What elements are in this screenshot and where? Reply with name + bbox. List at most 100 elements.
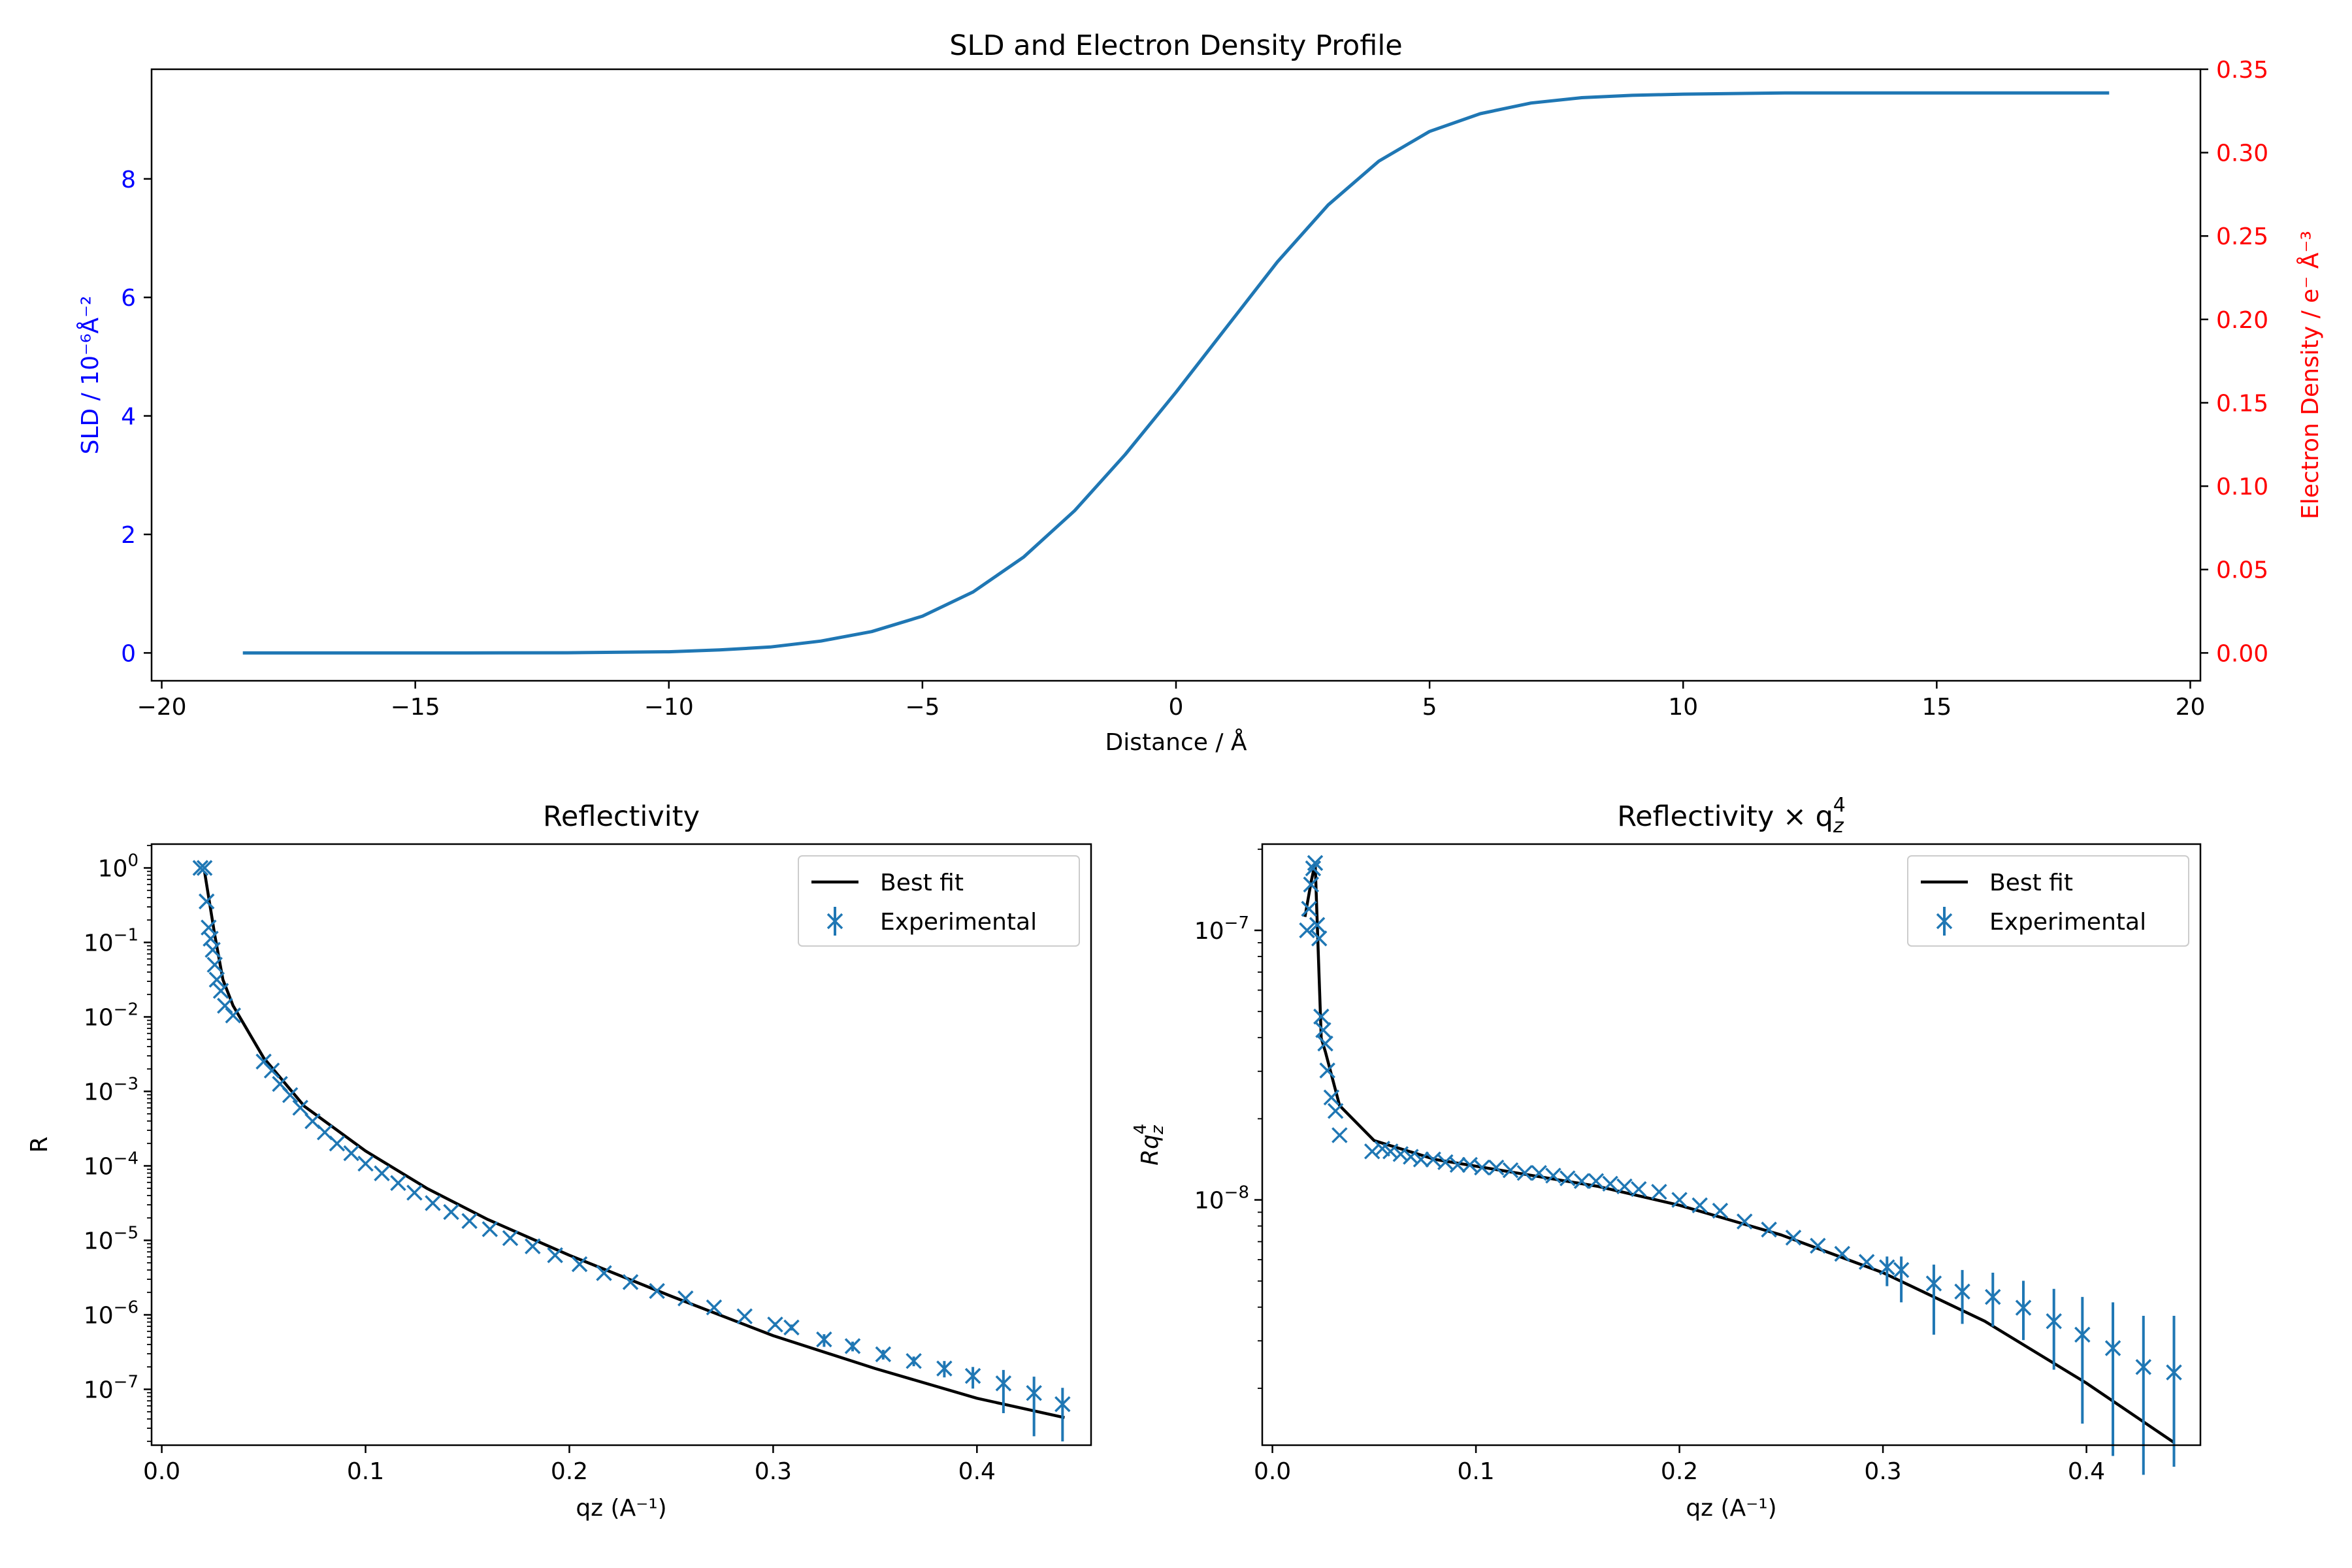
data-point [525, 1238, 541, 1254]
data-point [706, 1299, 723, 1316]
y-right-tick-label: 0.15 [2216, 390, 2268, 417]
y-tick-label: 10−8 [1194, 1183, 1249, 1215]
data-point [357, 1155, 374, 1172]
x-tick-label: 0.1 [1457, 1458, 1494, 1485]
y-tick-label: 10−6 [84, 1298, 139, 1329]
data-point [1985, 1288, 2001, 1305]
data-point [1516, 1165, 1533, 1181]
data-point [1925, 1275, 1942, 1292]
y-right-tick-label: 0.00 [2216, 640, 2268, 667]
data-point [1474, 1159, 1490, 1176]
x-tick-label: 0.4 [958, 1458, 996, 1485]
sld-curve [242, 91, 2110, 655]
data-point [196, 860, 213, 876]
data-point [343, 1145, 359, 1162]
x-tick-label: 0.2 [1661, 1458, 1698, 1485]
data-point [1364, 1143, 1380, 1160]
x-tick-label: 20 [2176, 694, 2206, 721]
data-point [1810, 1237, 1826, 1254]
data-point [995, 1375, 1012, 1392]
y-axis-label: Rqz4 [1131, 1124, 1168, 1166]
data-point [1311, 930, 1328, 947]
y-right-tick-label: 0.30 [2216, 140, 2268, 167]
data-point [2015, 1299, 2032, 1316]
data-point [329, 1135, 346, 1152]
data-point [1785, 1230, 1802, 1246]
chart-title: Reflectivity [543, 800, 700, 833]
data-point [1671, 1192, 1688, 1208]
x-tick-label: 0.2 [551, 1458, 588, 1485]
legend-box [798, 855, 1080, 947]
data-point [482, 1221, 498, 1237]
data-point [374, 1165, 390, 1182]
data-point [816, 1331, 832, 1348]
x-tick-label: −20 [137, 694, 187, 721]
data-point [844, 1338, 861, 1354]
data-point [736, 1308, 753, 1325]
data-point [1307, 855, 1324, 872]
legend-data-marker [826, 913, 843, 930]
data-point [1309, 917, 1326, 934]
data-point [678, 1290, 694, 1307]
data-point [1462, 1156, 1478, 1173]
data-point [1651, 1183, 1667, 1200]
y-axis-label: R [26, 1136, 53, 1152]
data-point [1403, 1149, 1419, 1165]
data-point [2166, 1364, 2182, 1380]
data-point [1737, 1213, 1753, 1230]
data-point [443, 1203, 459, 1220]
data-point [875, 1346, 892, 1363]
x-tick-label: −5 [905, 694, 939, 721]
data-point [292, 1100, 308, 1116]
data-point [204, 941, 221, 958]
data-point [1834, 1245, 1851, 1262]
data-point [596, 1265, 612, 1281]
data-point [1761, 1221, 1777, 1238]
data-point [1026, 1384, 1042, 1401]
y-right-axis-label: Electron Density / e⁻ Å⁻³ [2296, 231, 2324, 519]
data-point [1893, 1262, 1910, 1279]
x-tick-label: 0.0 [1254, 1458, 1291, 1485]
x-tick-label: 0 [1169, 694, 1184, 721]
data-point [1323, 1089, 1340, 1106]
y-tick-label: 8 [121, 167, 136, 193]
y-tick-label: 10−7 [84, 1372, 139, 1403]
data-point [1573, 1173, 1590, 1189]
data-point [1315, 1022, 1331, 1038]
legend-fit-label: Best fit [1989, 870, 2073, 896]
data-point [1299, 922, 1315, 939]
data-point [1616, 1178, 1633, 1195]
y-tick-label: 10−1 [84, 925, 139, 956]
x-tick-label: 15 [1921, 694, 1952, 721]
plot-frame [1261, 843, 2202, 1446]
data-point [461, 1213, 478, 1230]
data-point [2135, 1359, 2152, 1375]
y-tick-label: 2 [121, 522, 136, 549]
x-tick-label: 0.4 [2068, 1458, 2105, 1485]
y-tick-label: 10−2 [84, 1000, 139, 1031]
data-point [547, 1247, 563, 1264]
x-axis-label: Distance / Å [1105, 728, 1247, 756]
chart-title: Reflectivity × qz4 [1617, 794, 1846, 838]
data-point [1425, 1151, 1441, 1168]
data-point [1858, 1254, 1875, 1270]
data-point [1588, 1173, 1605, 1189]
x-tick-label: −15 [391, 694, 440, 721]
y-right-tick-label: 0.25 [2216, 223, 2268, 250]
data-point [263, 1062, 280, 1079]
data-point [649, 1282, 665, 1299]
x-tick-label: 0.1 [347, 1458, 384, 1485]
y-axis-label: SLD / 10⁻⁶Å⁻² [76, 296, 104, 455]
data-point [936, 1360, 953, 1377]
data-point [1712, 1202, 1729, 1219]
data-point [1691, 1197, 1708, 1214]
data-point [906, 1352, 922, 1369]
data-point [206, 956, 223, 973]
data-point [406, 1184, 423, 1201]
data-point [192, 860, 209, 876]
y-right-tick-label: 0.10 [2216, 474, 2268, 500]
data-point [1449, 1156, 1466, 1173]
y-tick-label: 0 [121, 640, 136, 667]
data-point [783, 1319, 800, 1336]
